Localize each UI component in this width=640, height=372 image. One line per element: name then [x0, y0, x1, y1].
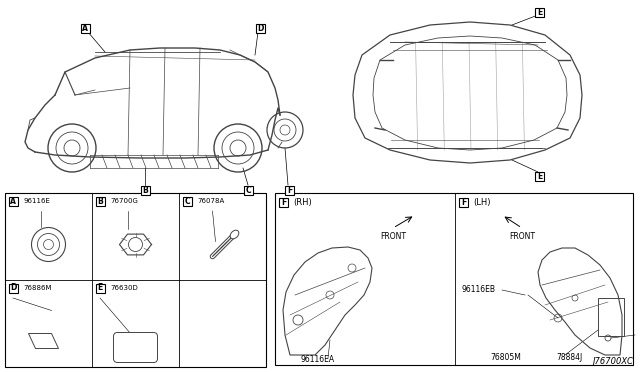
Text: C: C	[184, 196, 190, 205]
Text: E: E	[538, 171, 543, 180]
Text: FRONT: FRONT	[509, 232, 535, 241]
Text: 76630D: 76630D	[110, 285, 138, 291]
Text: FRONT: FRONT	[380, 232, 406, 241]
Text: E: E	[97, 283, 102, 292]
Text: J76700XC: J76700XC	[592, 357, 633, 366]
Bar	[95, 283, 104, 292]
Bar	[141, 186, 150, 195]
Bar	[182, 196, 191, 205]
Bar	[536, 171, 545, 180]
Bar	[81, 23, 90, 32]
Text: F: F	[461, 198, 467, 206]
Text: (LH): (LH)	[473, 198, 490, 206]
Bar	[280, 198, 289, 206]
Text: A: A	[10, 196, 16, 205]
Ellipse shape	[230, 230, 239, 239]
Bar	[598, 298, 624, 336]
Bar	[95, 196, 104, 205]
Bar	[285, 186, 294, 195]
Text: 96116EB: 96116EB	[462, 285, 496, 295]
Bar	[460, 198, 468, 206]
Bar	[8, 196, 17, 205]
Text: A: A	[82, 23, 88, 32]
Text: F: F	[287, 186, 292, 195]
Text: E: E	[538, 7, 543, 16]
Bar	[8, 283, 17, 292]
Text: 76078A: 76078A	[197, 198, 224, 204]
Bar	[5, 193, 266, 367]
Bar	[243, 186, 253, 195]
Text: F: F	[282, 198, 287, 206]
Text: 76700G: 76700G	[110, 198, 138, 204]
Text: 96116E: 96116E	[23, 198, 50, 204]
Text: B: B	[97, 196, 103, 205]
Bar	[255, 23, 264, 32]
Text: 96116EA: 96116EA	[301, 356, 335, 365]
Text: B: B	[142, 186, 148, 195]
FancyBboxPatch shape	[113, 333, 157, 362]
Bar	[536, 7, 545, 16]
Text: C: C	[245, 186, 251, 195]
Text: D: D	[257, 23, 263, 32]
Text: D: D	[10, 283, 16, 292]
Text: (RH): (RH)	[293, 198, 312, 206]
Text: 76886M: 76886M	[23, 285, 51, 291]
Bar	[275, 193, 633, 365]
Text: 78884J: 78884J	[556, 353, 582, 362]
Text: 76805M: 76805M	[490, 353, 521, 362]
